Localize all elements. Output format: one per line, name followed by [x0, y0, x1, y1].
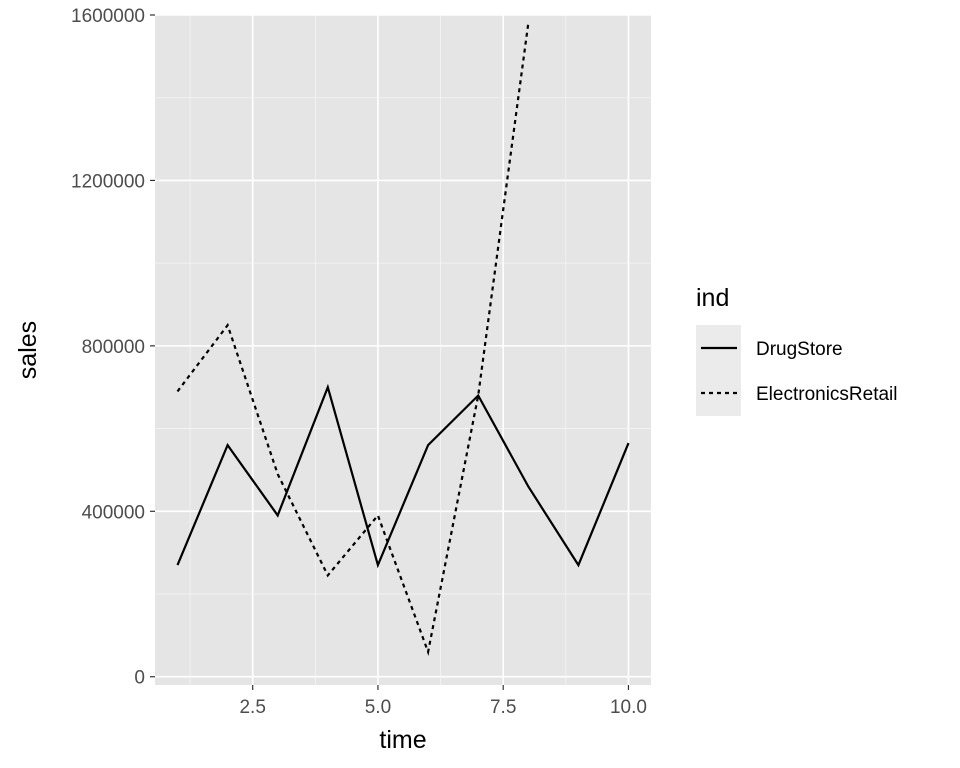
- series-line-DrugStore: [176, 383, 630, 569]
- legend-key-background: [696, 325, 741, 416]
- y-tick-label: 800000: [82, 337, 145, 358]
- series-line-ElectronicsRetail: [176, 23, 530, 656]
- y-tick-label: 1600000: [71, 6, 145, 27]
- grid-lines: [155, 14, 651, 685]
- y-tick-label: 1200000: [71, 171, 145, 192]
- x-tick-label: 7.5: [490, 697, 516, 718]
- legend-title: ind: [696, 284, 729, 312]
- y-tick-label: 0: [134, 668, 145, 689]
- y-tick-label: 400000: [82, 502, 145, 523]
- x-axis-title: time: [379, 726, 426, 754]
- plot-panel: [155, 15, 651, 685]
- axes: 2.5 5.0 7.5 10.0 0 400000 800000 1200000 1600000: [71, 6, 647, 718]
- series-lines: [176, 23, 630, 656]
- x-tick-label: 5.0: [365, 697, 391, 718]
- x-tick-label: 2.5: [239, 697, 265, 718]
- legend-label: DrugStore: [756, 339, 843, 360]
- x-tick-label: 10.0: [610, 697, 647, 718]
- legend: ind DrugStore ElectronicsRetail: [696, 284, 898, 416]
- y-axis-title: sales: [14, 321, 42, 379]
- legend-label: ElectronicsRetail: [756, 384, 898, 405]
